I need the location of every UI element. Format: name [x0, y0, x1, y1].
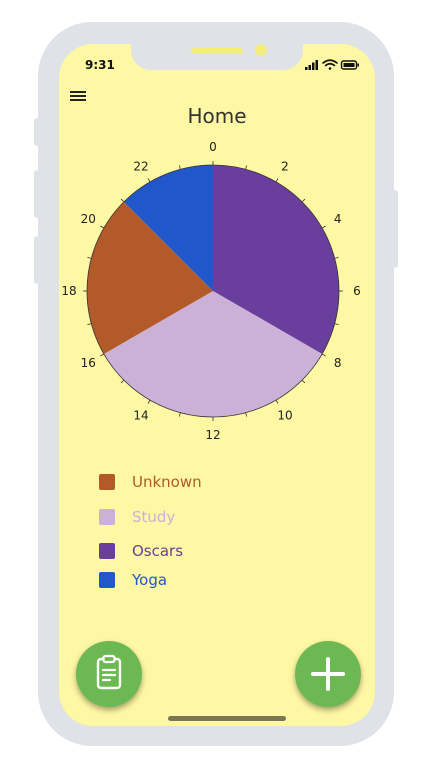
clock-tick-mark — [246, 165, 247, 169]
clock-tick-mark — [179, 165, 180, 169]
add-button[interactable] — [295, 641, 361, 707]
clock-tick-label-10: 10 — [277, 409, 292, 423]
clock-tick-mark — [179, 413, 180, 417]
clock-tick-label-4: 4 — [334, 212, 342, 226]
legend-label: Study — [132, 507, 175, 527]
clock-tick-mark — [276, 178, 278, 181]
legend-swatch — [99, 509, 115, 525]
clock-tick-label-20: 20 — [81, 212, 96, 226]
plus-icon — [295, 641, 361, 707]
clock-tick-label-2: 2 — [281, 159, 289, 173]
clock-tick-mark — [276, 400, 278, 403]
clock-tick-label-16: 16 — [81, 356, 96, 370]
screen: 9:31 Home 0 2 4 6 8 10 12 14 16 18 20 22 Unknown Stu… — [59, 44, 375, 726]
legend-label: Unknown — [132, 472, 202, 492]
clock-tick-label-0: 0 — [209, 140, 217, 154]
clock-tick-label-18: 18 — [61, 284, 76, 298]
legend-swatch — [99, 572, 115, 588]
clock-tick-mark — [246, 413, 247, 417]
side-button-volume-down — [34, 236, 40, 284]
clock-tick-mark — [87, 324, 91, 325]
clock-tick-label-14: 14 — [133, 409, 148, 423]
legend-label: Oscars — [132, 541, 183, 561]
clock-tick-mark — [335, 324, 339, 325]
clock-tick-mark — [148, 400, 150, 403]
side-button-power — [392, 190, 398, 268]
clock-tick-mark — [121, 380, 124, 383]
legend-label: Yoga — [132, 570, 167, 590]
side-button-volume-up — [34, 170, 40, 218]
pie-chart: 0 2 4 6 8 10 12 14 16 18 20 22 — [59, 44, 375, 464]
legend-swatch — [99, 543, 115, 559]
clock-tick-label-6: 6 — [353, 284, 361, 298]
home-indicator — [168, 716, 286, 721]
clock-tick-label-22: 22 — [133, 159, 148, 173]
journal-button[interactable] — [76, 641, 142, 707]
clock-tick-mark — [100, 354, 103, 356]
clock-tick-mark — [87, 257, 91, 258]
clock-tick-mark — [335, 257, 339, 258]
clock-tick-label-8: 8 — [334, 356, 342, 370]
clock-tick-mark — [322, 226, 325, 228]
clock-tick-label-12: 12 — [205, 428, 220, 442]
clock-tick-mark — [302, 199, 305, 202]
clipboard-icon — [76, 641, 142, 707]
side-button-mute — [34, 118, 40, 146]
clock-tick-mark — [302, 380, 305, 383]
clock-tick-mark — [148, 178, 150, 181]
clock-tick-mark — [322, 354, 325, 356]
clock-tick-mark — [121, 199, 124, 202]
clock-tick-mark — [100, 226, 103, 228]
legend-swatch — [99, 474, 115, 490]
